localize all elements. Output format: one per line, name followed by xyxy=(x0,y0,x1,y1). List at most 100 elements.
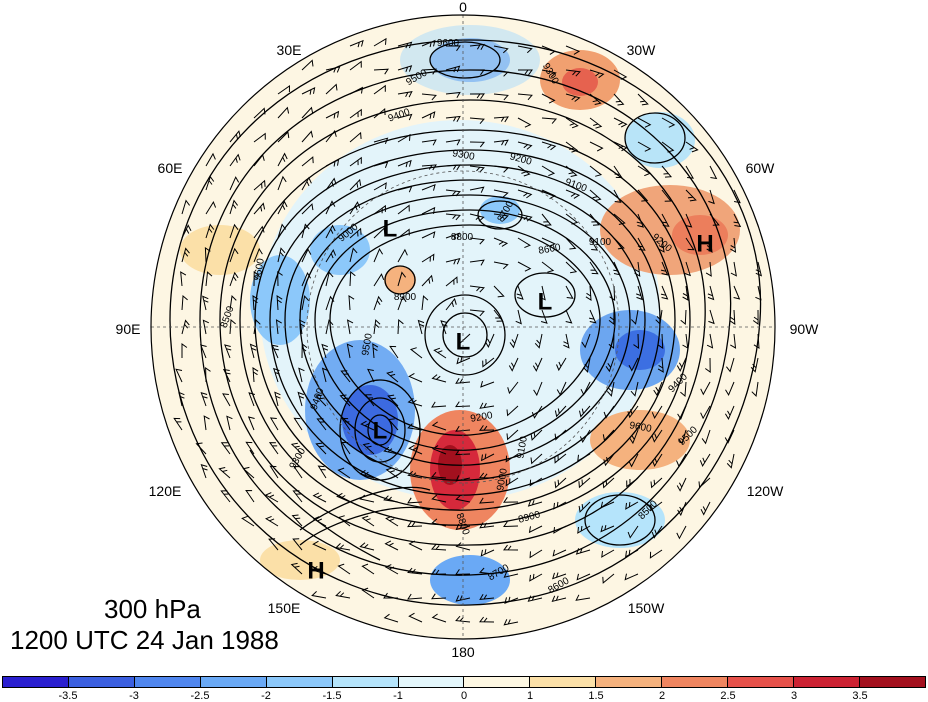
wind-barb xyxy=(340,370,351,383)
wind-barb xyxy=(269,417,279,431)
wind-barb xyxy=(575,547,591,555)
contour-value-label: 9500 xyxy=(360,332,375,356)
wind-barb xyxy=(325,66,341,73)
wind-barb xyxy=(301,156,314,167)
wind-barb xyxy=(755,285,762,301)
wind-barb xyxy=(203,415,210,431)
wind-barb xyxy=(421,231,436,239)
wind-barb xyxy=(554,405,567,418)
wind-barb xyxy=(205,200,217,215)
wind-barb xyxy=(445,213,461,221)
wind-barb xyxy=(655,309,663,325)
wind-barb xyxy=(589,117,603,129)
wind-barb xyxy=(218,467,231,479)
wind-barb xyxy=(589,189,602,202)
wind-barb xyxy=(589,69,605,79)
wind-barb xyxy=(364,394,375,407)
wind-barb xyxy=(386,371,399,383)
wind-barb xyxy=(277,247,286,263)
wind-barb xyxy=(613,213,626,225)
wind-barb xyxy=(301,106,314,119)
wind-barb xyxy=(578,477,591,489)
wind-barb xyxy=(589,165,603,177)
wind-barb xyxy=(301,176,312,191)
wind-barb xyxy=(359,542,375,551)
wind-barb xyxy=(431,613,447,623)
wind-barb xyxy=(445,276,458,287)
wind-barb xyxy=(469,213,485,222)
wind-barb xyxy=(580,381,591,396)
wind-barb xyxy=(479,425,495,431)
wind-barb xyxy=(275,319,282,335)
wind-barb xyxy=(608,309,615,325)
contour-value-label: 9600 xyxy=(629,420,653,435)
lon-label-90w: 90W xyxy=(789,321,819,337)
wind-barb xyxy=(383,592,398,599)
wind-barb xyxy=(480,549,495,557)
wind-barb xyxy=(517,45,533,54)
wind-barb xyxy=(733,285,741,300)
low-center-label: L xyxy=(383,215,398,242)
wind-barb xyxy=(311,591,327,599)
wind-barb xyxy=(277,85,291,95)
wind-barb xyxy=(397,133,411,143)
wind-barb xyxy=(657,357,664,373)
wind-barb xyxy=(700,405,711,420)
wind-barb xyxy=(539,285,546,301)
wind-barb xyxy=(707,285,715,301)
wind-barb xyxy=(636,213,645,228)
wind-barb xyxy=(455,494,471,503)
wind-barb xyxy=(431,569,447,575)
wind-barb xyxy=(583,357,591,373)
wind-barb xyxy=(565,213,579,225)
wind-barb xyxy=(661,165,673,178)
wind-barb xyxy=(752,309,759,325)
wind-barb xyxy=(600,501,615,509)
colorbar-tick-label: 1 xyxy=(526,690,534,702)
wind-barb xyxy=(493,237,509,247)
wind-barb xyxy=(178,391,185,407)
wind-barb xyxy=(482,357,495,368)
wind-barb xyxy=(431,445,447,455)
wind-barb xyxy=(253,247,263,263)
wind-barb xyxy=(660,261,669,276)
wind-barb xyxy=(729,309,736,325)
wind-barb xyxy=(581,333,591,349)
anomaly-shading xyxy=(180,25,740,605)
graticule xyxy=(151,15,775,639)
wind-barb xyxy=(724,405,735,421)
wind-barb xyxy=(541,117,558,124)
wind-barb xyxy=(277,223,287,239)
wind-barb xyxy=(341,417,351,431)
wind-barb xyxy=(506,429,519,441)
wind-barb xyxy=(293,417,303,431)
wind-barb xyxy=(445,91,461,98)
wind-barb xyxy=(554,453,567,464)
wind-barb xyxy=(397,185,413,193)
wind-barb xyxy=(421,93,437,101)
wind-barb xyxy=(637,141,652,152)
wind-barb xyxy=(315,394,327,407)
wind-barb xyxy=(349,86,364,95)
colorbar-segment xyxy=(200,677,267,687)
wind-barb xyxy=(337,467,351,479)
wind-barb xyxy=(634,261,641,277)
colorbar-segment xyxy=(68,677,135,687)
wind-barb xyxy=(421,139,437,146)
wind-barb xyxy=(385,515,399,527)
wind-barb xyxy=(408,612,423,623)
wind-barb xyxy=(220,442,231,455)
wind-barb xyxy=(181,319,190,335)
wind-barb xyxy=(613,93,625,106)
wind-barb xyxy=(373,227,386,239)
wind-barb xyxy=(677,501,687,517)
wind-barb xyxy=(241,515,255,527)
wind-barb xyxy=(709,165,718,180)
wind-barb xyxy=(407,497,423,504)
wind-barb xyxy=(317,465,327,479)
wind-barb xyxy=(173,417,183,431)
wind-barb xyxy=(541,237,556,248)
wind-barb xyxy=(431,593,447,600)
wind-barb xyxy=(312,540,327,551)
